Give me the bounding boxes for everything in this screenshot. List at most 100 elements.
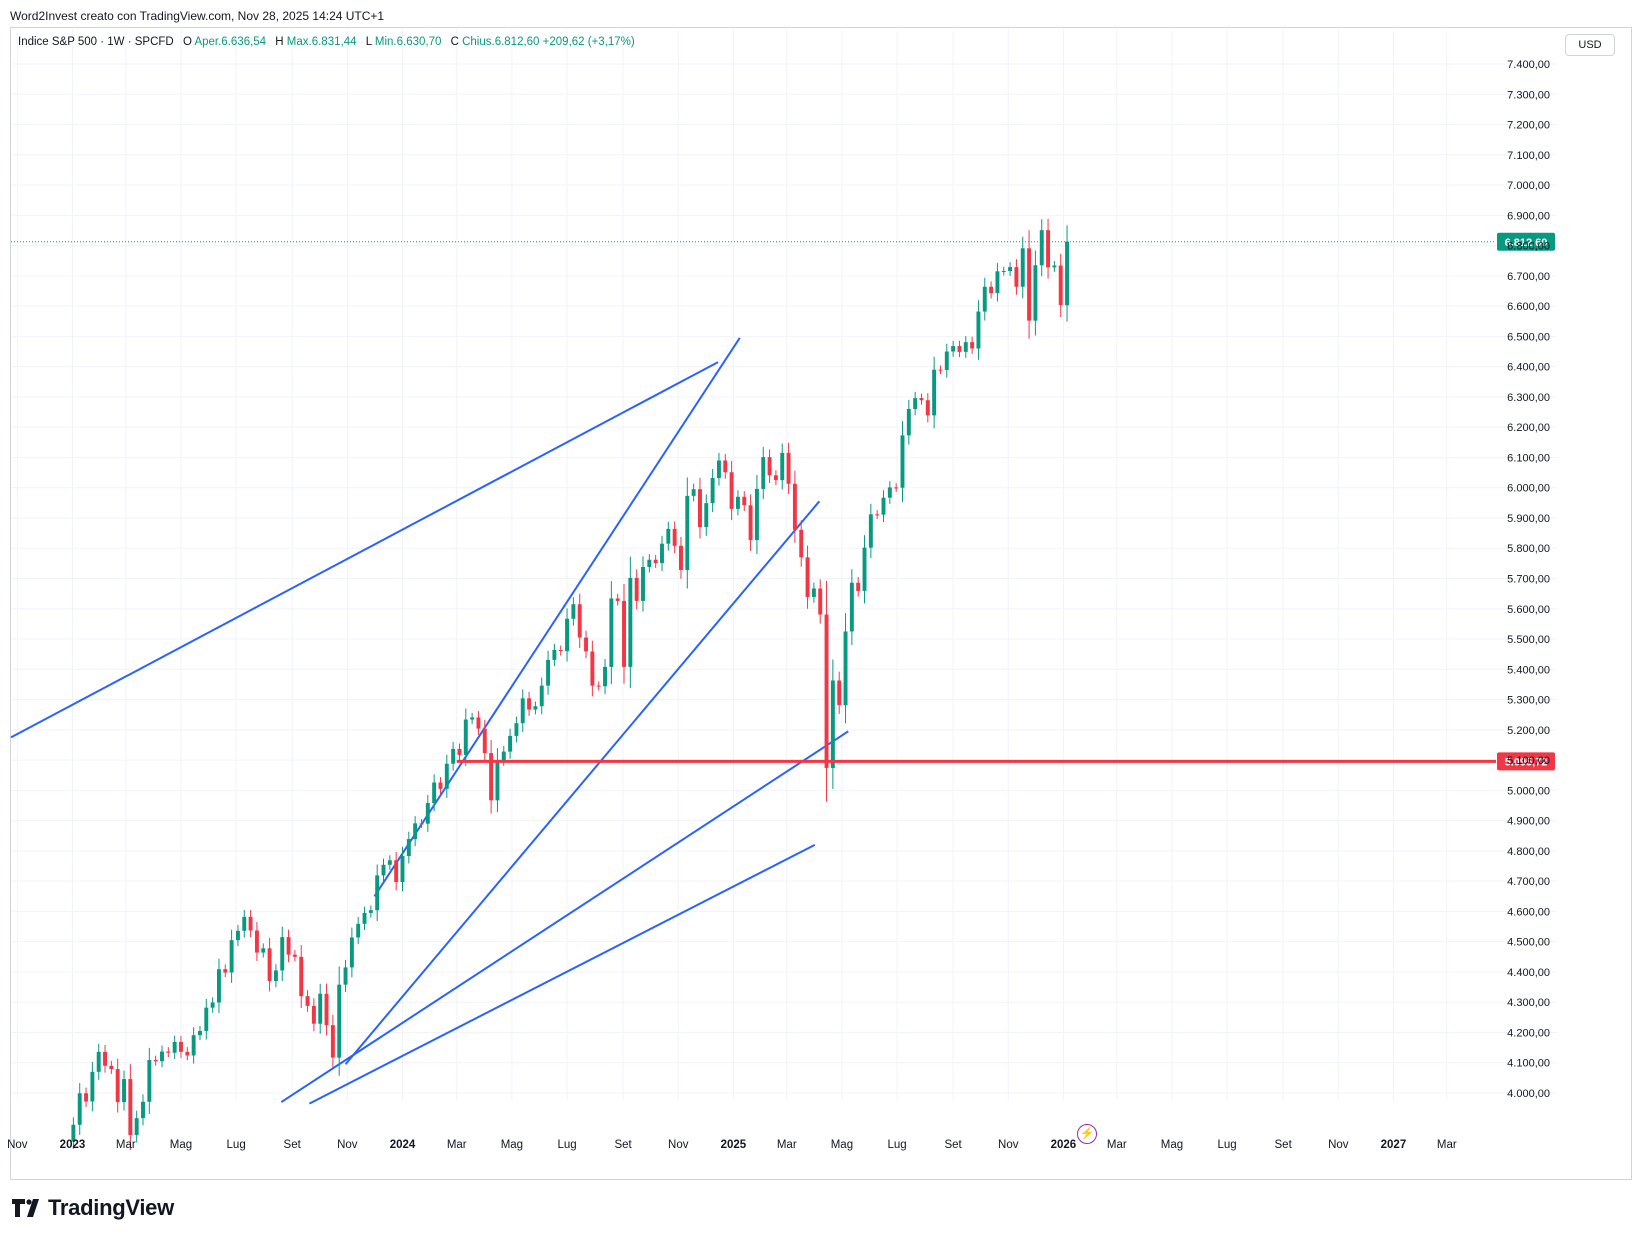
candle [343,959,348,993]
candle-body [432,782,437,804]
candle [698,477,702,539]
candle-body [166,1051,171,1053]
candle-body [444,763,449,789]
candle [818,579,823,624]
candle [938,365,943,375]
support-price-label: 5.095,72 [1505,756,1548,768]
y-tick-label: 6.200,00 [1507,422,1550,434]
candle [584,630,589,659]
candle-body [451,748,456,764]
x-tick-label: Mag [1161,1139,1183,1151]
candle [982,277,987,321]
currency-button[interactable]: USD [1565,34,1615,56]
x-tick-label: Nov [1328,1139,1349,1151]
y-tick-label: 5.800,00 [1507,543,1550,555]
candle [457,743,462,761]
symbol-name[interactable]: Indice S&P 500 · 1W · SPCFD [18,36,174,48]
candle-body [103,1051,107,1066]
trendline [344,500,821,1065]
candle-body [811,588,816,597]
candle-body [387,860,392,865]
candle [539,677,544,715]
candle [811,582,816,603]
candle-body [1058,265,1063,306]
candle-body [292,954,297,957]
candle [596,681,601,691]
candle-body [818,588,823,615]
candle [267,937,272,992]
candle [349,927,354,978]
candle-body [584,637,589,652]
candle [419,819,424,828]
y-tick-label: 6.400,00 [1507,362,1550,374]
x-tick-label: Set [614,1139,632,1151]
candle-body [457,748,462,755]
candle-body [919,398,924,401]
candle-body [381,864,386,876]
candle [425,794,430,832]
candle [609,581,614,685]
x-tick-label: Nov [7,1139,28,1151]
y-tick-label: 5.200,00 [1507,725,1550,737]
x-tick-label: Lug [557,1139,576,1151]
candle-body [356,923,361,938]
candle-body [748,505,753,541]
candle [261,943,266,958]
candle-body [90,1071,95,1102]
candle-body [128,1079,133,1136]
x-tick-label: 2025 [721,1139,747,1151]
candle-body [109,1065,114,1070]
candle-body [470,717,475,720]
candle [881,490,886,523]
candle [1052,261,1057,272]
candle [767,449,772,483]
candle-body [653,559,658,564]
candle [1001,266,1006,276]
x-tick-label: Mag [501,1139,523,1151]
y-tick-label: 7.400,00 [1507,59,1550,71]
candle [976,300,981,360]
y-tick-label: 7.100,00 [1507,150,1550,162]
candle [1058,253,1063,318]
candle [292,950,297,962]
candle [849,569,854,646]
candle-body [141,1101,145,1119]
candle [672,521,677,554]
candle-body [780,452,785,481]
bolt-icon[interactable]: ⚡ [1077,1124,1097,1144]
candle [305,990,310,1012]
high-value: Max.6.831,44 [286,36,357,48]
candle-body [438,782,443,789]
candle [906,399,911,445]
y-axis: 4.000,00 4.100,00 4.200,00 4.300,00 4.400,00… [1507,59,1550,1100]
candle-body [134,1118,139,1136]
candle-body [887,487,892,498]
symbol-legend: Indice S&P 500 · 1W · SPCFD O Aper.6.636… [18,36,635,48]
x-tick-label: Set [1275,1139,1293,1151]
candle-body [216,969,221,1003]
candle [362,906,367,931]
candle-body [520,698,525,724]
x-tick-label: Mar [447,1139,467,1151]
candle-body [115,1069,120,1103]
candle-body [735,496,740,509]
candle-body [185,1051,190,1056]
candle-body [571,604,576,619]
candle [932,356,937,429]
candle-body [235,930,240,941]
candle [1065,225,1070,322]
candle [729,461,734,521]
tradingview-logo[interactable]: TradingView [12,1195,174,1221]
candle-body [254,930,259,953]
candle-body [615,598,620,601]
candle [229,929,234,983]
candle-body [324,993,329,1026]
y-tick-label: 6.000,00 [1507,483,1550,495]
candle [634,569,639,610]
candle-body [824,614,829,768]
candle [837,671,842,714]
candle [394,851,399,891]
close-label: C [450,36,459,48]
x-tick-label: Mar [1437,1139,1457,1151]
